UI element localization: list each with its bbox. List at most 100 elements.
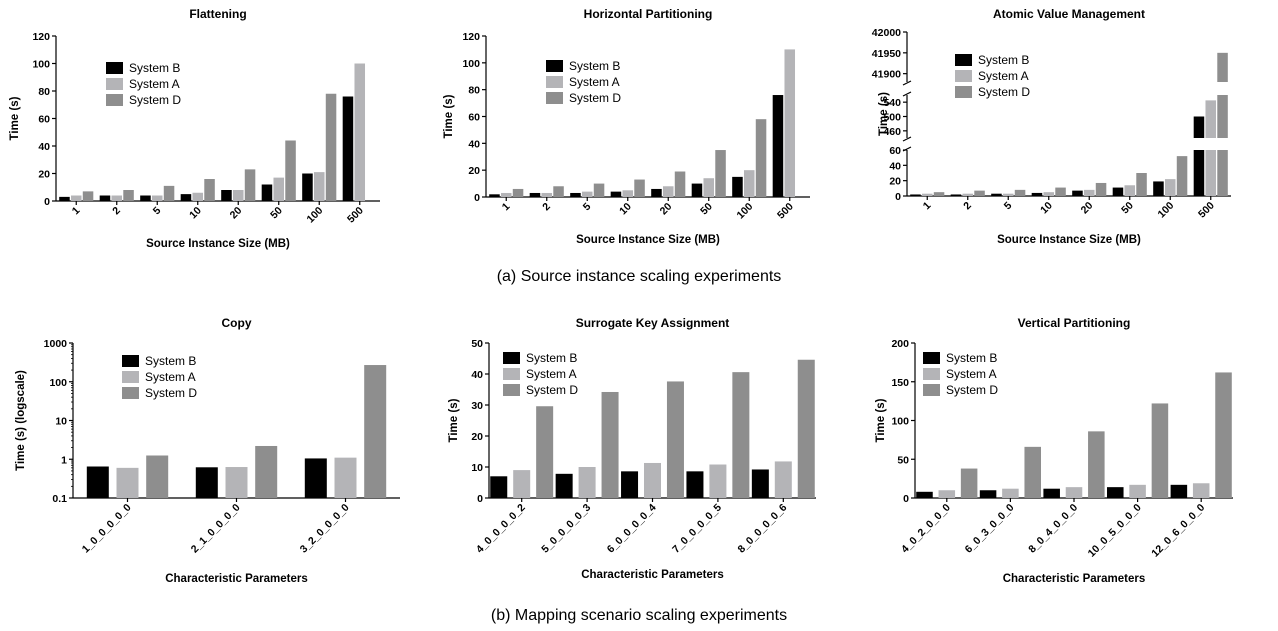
axis-break-mark [902,80,912,86]
bar-system-d [1217,52,1228,82]
bar-system-a [273,177,285,201]
bar-system-a [500,192,512,197]
bar-system-b [1043,488,1060,498]
y-tick-label: 40 [471,369,483,381]
x-tick-label: 20 [228,205,245,222]
bar-system-b [140,195,151,201]
y-tick-label: 60 [889,145,901,157]
bar-system-d [755,119,767,197]
x-tick-label: 500 [1196,200,1217,221]
x-tick-label: 4_0_0_0_0_2 [474,502,528,556]
axis-break-mark [902,91,912,97]
y-tick-label: 100 [49,377,67,389]
bar-system-b [1072,190,1083,196]
bar-system-d [285,140,296,201]
y-tick-label: 120 [462,31,480,43]
x-tick-label: 8_0_4_0_0_0 [1026,502,1080,556]
bar-system-d [1217,150,1228,196]
y-tick-label: 41950 [872,48,901,60]
bar-system-b [751,469,769,498]
y-tick-label: 10 [55,416,67,428]
bar-system-b [302,173,313,201]
x-tick-label: 50 [268,205,285,222]
legend-swatch [955,86,972,98]
bar-system-d [960,468,978,498]
bar-system-a [232,190,244,201]
chart-vertical: Vertical Partitioning 0 50 100 150 200 Time (s… [875,316,1233,585]
bar-system-a [1205,150,1217,196]
x-tick-label: 100 [734,201,755,222]
y-tick-label: 1 [61,454,67,466]
x-tick-label: 500 [345,205,366,226]
bar-system-a [1192,483,1210,498]
y-tick-label: 20 [471,431,483,443]
legend-swatch [122,355,139,367]
x-tick-label: 3_2_0_0_0_0 [298,502,352,556]
x-tick-label: 500 [775,201,796,222]
bar-system-b [489,194,500,197]
legend-label: System B [526,351,577,365]
legend-label: System D [526,383,578,397]
bar-system-d [325,93,337,201]
bar-system-a [1205,100,1217,138]
y-axis-label: Time (s) [875,398,887,442]
x-axis-label: Characteristic Parameters [165,573,308,585]
bar-system-a [1065,487,1083,498]
bar-system-a [116,467,139,498]
bar-system-d [536,406,554,498]
bar-system-d [601,391,619,498]
bar-system-d [553,186,564,197]
bar-system-b [651,188,662,197]
legend-swatch [923,368,940,380]
y-tick-label: 0 [895,191,901,203]
y-axis-label: Time (s) [448,398,460,442]
y-tick-label: 50 [897,454,909,466]
bar-system-a [1164,179,1176,196]
bar-system-b [1193,150,1205,196]
x-axis-label: Source Instance Size (MB) [576,234,720,246]
y-tick-label: 0 [903,493,909,505]
bar-system-a [622,190,634,197]
legend-label: System B [946,351,997,365]
x-tick-label: 1 [70,205,83,218]
bar-system-d [1024,446,1041,498]
x-tick-label: 50 [1119,200,1136,217]
legend-label: System A [526,367,577,381]
bar-system-d [1176,156,1188,196]
x-tick-label: 10_0_5_0_0_0 [1086,502,1144,560]
bar-system-d [1136,173,1147,196]
legend-label: System B [978,53,1029,67]
x-tick-label: 10 [187,205,204,222]
legend-label: System B [569,59,620,73]
bar-system-a [703,178,715,197]
legend-swatch [122,371,139,383]
x-tick-label: 5 [151,205,164,218]
legend-swatch [955,54,972,66]
bar-system-b [732,176,743,197]
x-tick-label: 6_0_3_0_0_0 [963,502,1017,556]
bar-system-b [610,191,622,197]
x-tick-label: 8_0_0_0_0_6 [736,502,790,556]
chart-title: Flattening [189,7,246,21]
y-tick-label: 80 [468,85,480,97]
bar-system-b [1112,187,1124,196]
bar-system-a [1083,189,1095,196]
x-axis-label: Characteristic Parameters [1003,573,1146,585]
bar-system-d [974,190,985,196]
x-tick-label: 1_0_0_0_0_0 [80,502,134,556]
bar-system-d [146,455,169,498]
bar-system-b [195,467,218,498]
y-tick-label: 0 [44,196,50,208]
bar-system-d [1014,189,1026,196]
chart-surrogate: Surrogate Key Assignment 0 10 20 30 40 50 Time … [448,316,816,581]
y-tick-label: 100 [891,416,909,428]
bar-system-a [578,467,596,498]
caption-b: (b) Mapping scenario scaling experiments [490,607,788,624]
chart-copy: Copy 0.1 1 10 100 1000 Time (s) (logscale) 1_0_… [15,316,400,585]
x-tick-label: 2 [540,201,553,214]
bar-system-b [59,196,70,201]
legend-swatch [106,78,123,90]
legend-label: System D [569,91,621,105]
y-tick-label: 500 [883,112,901,124]
